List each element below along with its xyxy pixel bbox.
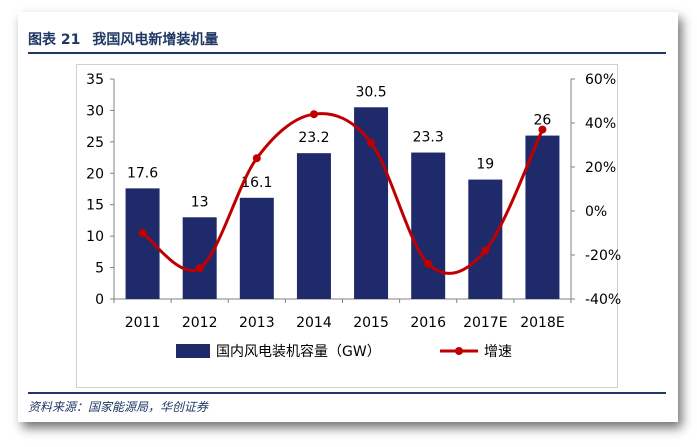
bar-data-label: 19 <box>476 157 494 173</box>
right-tick-label: -40% <box>585 292 621 308</box>
left-tick-label: 15 <box>86 198 104 214</box>
x-tick-label: 2011 <box>125 315 161 331</box>
growth-point <box>367 138 376 147</box>
bar <box>239 197 274 299</box>
figure-title-bar: 图表 21 我国风电新增装机量 <box>28 28 666 50</box>
bar-data-label: 30.5 <box>355 84 386 100</box>
growth-point <box>309 110 318 119</box>
growth-point <box>195 264 204 273</box>
legend-line-label: 增速 <box>484 344 512 360</box>
x-tick-label: 2012 <box>182 315 218 331</box>
x-tick-label: 2013 <box>239 315 275 331</box>
figure-number: 图表 21 <box>28 32 81 48</box>
bar <box>411 152 446 299</box>
title-rule <box>28 52 666 54</box>
source-note: 资料来源：国家能源局，华创证券 <box>28 400 209 414</box>
growth-point <box>424 259 433 268</box>
bar <box>182 217 217 299</box>
left-tick-label: 0 <box>95 292 104 308</box>
legend-line-marker <box>455 347 463 355</box>
right-tick-label: 0% <box>585 204 607 220</box>
bar-data-label: 23.3 <box>413 130 444 146</box>
bar <box>354 107 389 300</box>
bar <box>468 179 503 299</box>
bar-data-label: 13 <box>191 194 209 210</box>
left-tick-label: 25 <box>86 135 104 151</box>
figure-panel: 图表 21 我国风电新增装机量 资料来源：国家能源局，华创证券 <box>18 12 678 422</box>
right-tick-label: 20% <box>585 160 616 176</box>
legend-bar-label: 国内风电装机容量（GW） <box>216 343 381 360</box>
growth-point <box>538 125 547 134</box>
growth-point <box>138 229 147 237</box>
bar <box>296 153 331 299</box>
bar-data-label: 23.2 <box>298 130 329 146</box>
figure-title: 我国风电新增装机量 <box>92 32 219 48</box>
x-tick-label: 2017E <box>463 315 507 331</box>
right-tick-label: -20% <box>585 248 621 264</box>
bar-data-label: 16.1 <box>241 175 272 191</box>
growth-point <box>252 154 261 163</box>
x-tick-label: 2014 <box>296 315 332 331</box>
right-tick-label: 40% <box>585 116 616 132</box>
left-tick-label: 20 <box>86 166 104 182</box>
bar <box>525 135 560 299</box>
left-tick-label: 10 <box>86 229 104 245</box>
left-tick-label: 35 <box>86 72 104 88</box>
growth-point <box>481 246 490 255</box>
bar-data-label: 26 <box>534 113 552 129</box>
left-tick-label: 5 <box>95 261 104 277</box>
legend-bar-swatch <box>176 344 210 358</box>
x-tick-label: 2015 <box>353 315 389 331</box>
right-tick-label: 60% <box>585 72 616 88</box>
x-tick-label: 2018E <box>520 315 564 331</box>
source-rule <box>28 392 666 394</box>
x-tick-label: 2016 <box>410 315 446 331</box>
left-tick-label: 30 <box>86 103 104 119</box>
bar-data-label: 17.6 <box>127 165 158 181</box>
